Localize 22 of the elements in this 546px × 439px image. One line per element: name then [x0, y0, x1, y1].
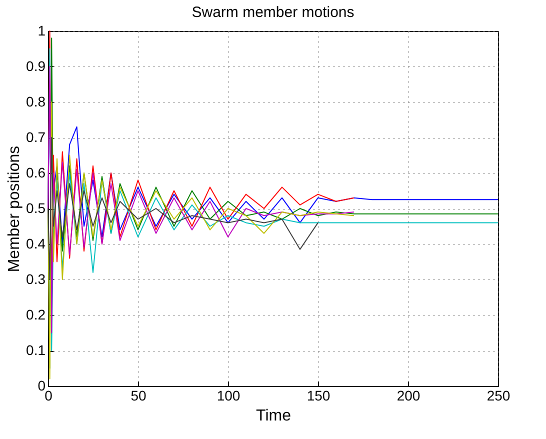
y-tick-label: 0.4: [26, 236, 46, 252]
y-tick-label: 0.1: [26, 342, 46, 358]
x-tick-label: 100: [216, 388, 240, 404]
chart-title: Swarm member motions: [192, 4, 354, 21]
y-axis-title: Member positions: [6, 146, 24, 272]
y-tick-label: 0.8: [26, 94, 46, 110]
y-tick-label: 0.5: [26, 200, 46, 216]
y-tick-label: 0.9: [26, 58, 46, 74]
y-tick-label: 0.7: [26, 129, 46, 145]
line-series: [48, 102, 354, 380]
line-series: [48, 137, 318, 280]
x-tick-label: 200: [396, 388, 420, 404]
x-tick-label: 150: [306, 388, 330, 404]
x-tick-label: 50: [130, 388, 146, 404]
y-tick-label: 0.3: [26, 271, 46, 287]
x-tick-label: 250: [486, 388, 510, 404]
x-axis-title: Time: [256, 408, 292, 424]
line-series: [48, 66, 354, 334]
y-tick-label: 1: [38, 22, 46, 38]
y-tick-label: 0.6: [26, 164, 46, 180]
y-tick-label: 0.2: [26, 306, 46, 322]
y-tick-label: 0: [38, 378, 46, 394]
